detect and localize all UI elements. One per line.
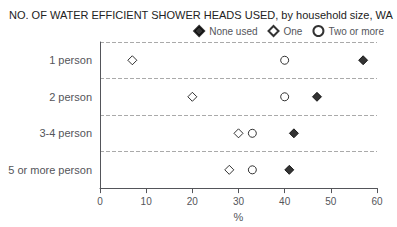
svg-text:20: 20 bbox=[187, 196, 199, 207]
svg-text:None used: None used bbox=[209, 26, 257, 37]
svg-text:NO. OF WATER EFFICIENT SHOWER: NO. OF WATER EFFICIENT SHOWER HEADS USED… bbox=[9, 9, 394, 21]
svg-text:10: 10 bbox=[141, 196, 153, 207]
svg-text:60: 60 bbox=[371, 196, 383, 207]
svg-text:40: 40 bbox=[279, 196, 291, 207]
svg-text:One: One bbox=[284, 26, 303, 37]
svg-text:Two or more: Two or more bbox=[328, 26, 384, 37]
svg-text:%: % bbox=[234, 211, 244, 223]
svg-text:0: 0 bbox=[97, 196, 103, 207]
svg-text:50: 50 bbox=[325, 196, 337, 207]
svg-text:30: 30 bbox=[233, 196, 245, 207]
svg-text:1 person: 1 person bbox=[49, 54, 92, 66]
svg-text:3-4 person: 3-4 person bbox=[39, 127, 92, 139]
svg-text:5 or more person: 5 or more person bbox=[8, 164, 92, 176]
svg-text:2 person: 2 person bbox=[49, 91, 92, 103]
